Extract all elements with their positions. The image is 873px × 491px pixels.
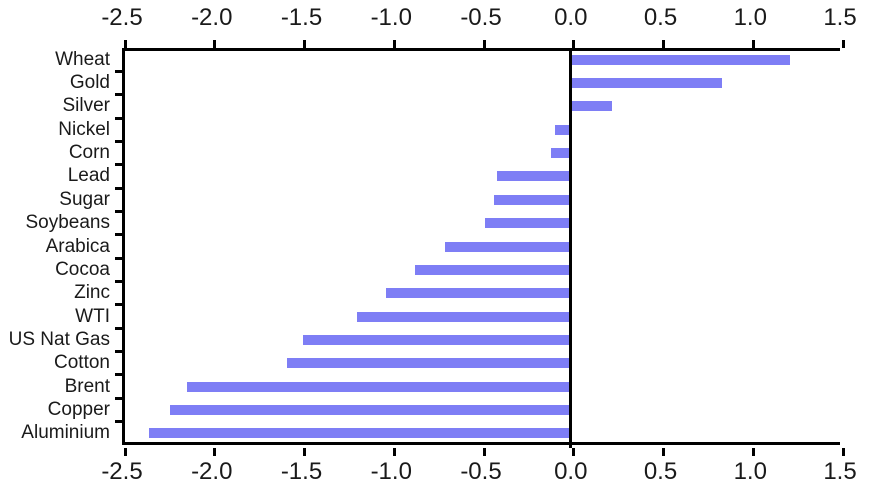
bar-gold bbox=[570, 78, 722, 89]
category-label: Cotton bbox=[54, 352, 110, 374]
y-axis-tick bbox=[115, 233, 122, 237]
y-axis-tick bbox=[115, 163, 122, 167]
y-axis-tick bbox=[115, 186, 122, 190]
x-tick-label-bottom: 1.5 bbox=[823, 458, 857, 485]
category-label: Nickel bbox=[58, 118, 110, 140]
x-tick-label-bottom: 0.5 bbox=[643, 458, 678, 485]
y-axis-tick bbox=[115, 116, 122, 120]
y-axis-tick bbox=[115, 93, 122, 97]
bar-soybeans bbox=[484, 218, 571, 229]
x-tick-label-bottom: 1.0 bbox=[733, 458, 767, 485]
x-axis-tick-bottom bbox=[303, 448, 306, 456]
bar-aluminium bbox=[148, 428, 571, 439]
bar-lead bbox=[497, 171, 571, 182]
bar-silver bbox=[570, 101, 613, 112]
bar-sugar bbox=[493, 194, 571, 205]
x-axis-tick-bottom bbox=[123, 448, 127, 456]
y-axis-tick bbox=[115, 326, 122, 330]
x-axis-tick-top bbox=[572, 40, 576, 48]
x-tick-label-top: 1.0 bbox=[733, 4, 767, 31]
y-axis-tick bbox=[115, 280, 122, 284]
category-label: Wheat bbox=[55, 48, 110, 70]
bar-brent bbox=[186, 381, 571, 392]
category-label: Zinc bbox=[74, 282, 110, 304]
x-tick-label-top: -0.5 bbox=[460, 4, 502, 31]
bar-wti bbox=[357, 311, 571, 322]
x-axis-tick-top bbox=[303, 40, 306, 48]
x-axis-tick-top bbox=[213, 40, 217, 48]
bar-zinc bbox=[385, 288, 571, 299]
category-label: Soybeans bbox=[25, 212, 110, 234]
bar-wheat bbox=[570, 54, 790, 65]
zero-baseline bbox=[569, 48, 573, 448]
bar-nickel bbox=[554, 124, 571, 135]
x-axis-tick-top bbox=[841, 40, 845, 48]
bar-us-nat-gas bbox=[303, 334, 571, 345]
x-tick-label-top: -1.0 bbox=[370, 4, 412, 31]
x-tick-label-bottom: -0.5 bbox=[460, 458, 502, 485]
category-label: Gold bbox=[69, 72, 110, 94]
x-tick-label-top: -1.5 bbox=[280, 4, 323, 31]
x-tick-label-bottom: -2.5 bbox=[101, 458, 143, 485]
category-label: Corn bbox=[68, 142, 110, 164]
x-axis-tick-bottom bbox=[482, 448, 486, 456]
x-axis-tick-bottom bbox=[213, 448, 217, 456]
y-axis-tick bbox=[115, 420, 122, 424]
x-tick-label-top: -2.0 bbox=[191, 4, 233, 31]
x-axis-tick-bottom bbox=[751, 448, 755, 456]
category-label: US Nat Gas bbox=[8, 328, 110, 350]
x-tick-label-top: 0.0 bbox=[554, 4, 588, 31]
y-axis-tick bbox=[115, 373, 122, 377]
x-axis-tick-top bbox=[123, 40, 127, 48]
x-axis-tick-top bbox=[662, 40, 665, 48]
bar-cotton bbox=[287, 358, 571, 369]
y-axis-tick bbox=[115, 69, 122, 73]
category-label: Arabica bbox=[45, 235, 110, 257]
y-axis-tick bbox=[115, 139, 122, 143]
y-axis-tick bbox=[115, 256, 122, 260]
x-axis-tick-top bbox=[751, 40, 755, 48]
category-label: Copper bbox=[47, 398, 110, 420]
x-axis-tick-bottom bbox=[392, 448, 396, 456]
bar-arabica bbox=[445, 241, 571, 252]
category-label: Cocoa bbox=[55, 258, 110, 280]
plot-area bbox=[115, 40, 845, 456]
y-axis-tick bbox=[115, 396, 122, 400]
category-label: Silver bbox=[62, 95, 110, 117]
x-tick-label-bottom: -1.0 bbox=[370, 458, 412, 485]
x-tick-label-top: 1.5 bbox=[823, 4, 857, 31]
x-axis-tick-bottom bbox=[841, 448, 845, 456]
x-tick-label-top: -2.5 bbox=[101, 4, 143, 31]
category-label: Brent bbox=[64, 375, 110, 397]
y-axis-tick bbox=[115, 303, 122, 307]
x-axis-tick-bottom bbox=[572, 448, 576, 456]
x-axis-tick-top bbox=[482, 40, 486, 48]
bar-copper bbox=[170, 404, 571, 415]
y-axis-tick bbox=[115, 209, 122, 213]
x-tick-label-bottom: -2.0 bbox=[191, 458, 233, 485]
x-tick-label-bottom: -1.5 bbox=[280, 458, 323, 485]
y-axis-tick bbox=[115, 350, 122, 354]
category-label: Sugar bbox=[59, 188, 110, 210]
x-axis-tick-bottom bbox=[662, 448, 665, 456]
x-tick-label-top: 0.5 bbox=[643, 4, 678, 31]
bar-corn bbox=[551, 148, 571, 159]
x-tick-label-bottom: 0.0 bbox=[554, 458, 588, 485]
category-label: Aluminium bbox=[21, 422, 110, 444]
bar-cocoa bbox=[414, 264, 571, 275]
category-label: Lead bbox=[67, 165, 110, 187]
x-axis-tick-top bbox=[392, 40, 396, 48]
category-label: WTI bbox=[75, 305, 110, 327]
